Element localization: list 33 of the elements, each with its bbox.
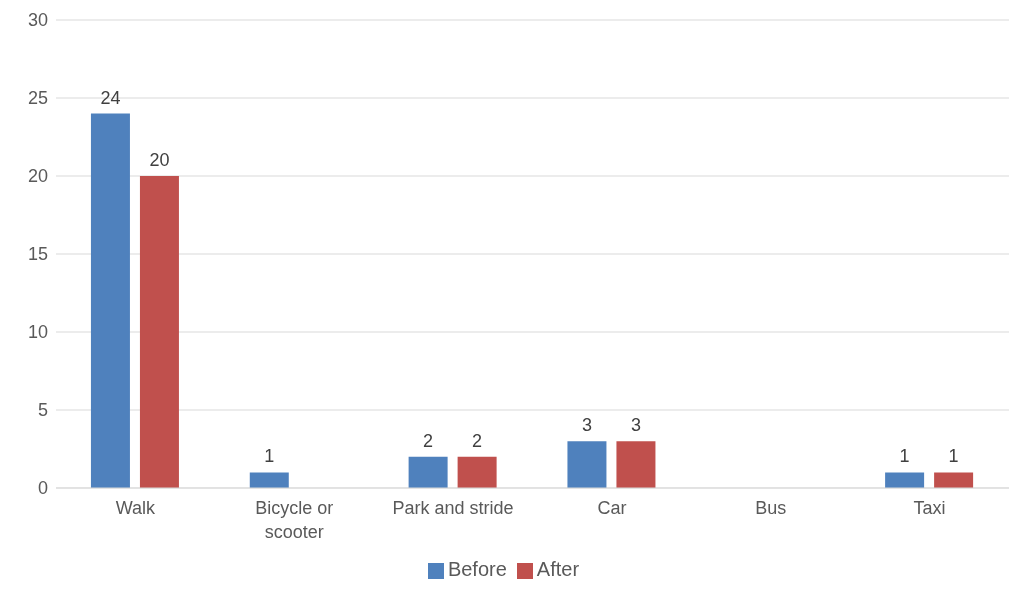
x-tick-label: Bus xyxy=(755,498,787,518)
data-label: 2 xyxy=(472,430,483,451)
x-tick-label: Taxi xyxy=(913,498,946,518)
x-tick-label: Car xyxy=(597,498,627,518)
data-label: 1 xyxy=(264,446,275,467)
bar xyxy=(90,113,130,488)
y-tick-label: 5 xyxy=(37,400,48,421)
y-tick-label: 10 xyxy=(27,322,48,343)
bar xyxy=(934,472,974,488)
data-label: 24 xyxy=(100,87,121,108)
y-tick-label: 15 xyxy=(27,244,48,265)
bar xyxy=(885,472,925,488)
bar xyxy=(408,456,448,488)
y-tick-label: 0 xyxy=(37,478,48,499)
data-label: 2 xyxy=(423,430,434,451)
legend-label: After xyxy=(536,558,580,580)
x-tick-label: Walk xyxy=(115,498,157,518)
bar xyxy=(567,441,607,488)
x-tick-label: Park and stride xyxy=(392,498,514,518)
data-label: 1 xyxy=(899,446,910,467)
y-tick-label: 25 xyxy=(27,88,48,109)
bar xyxy=(457,456,497,488)
data-label: 1 xyxy=(948,446,959,467)
x-tick-label: Bicycle or scooter xyxy=(255,498,334,542)
data-label: 20 xyxy=(149,150,170,170)
data-label: 3 xyxy=(630,415,641,436)
y-tick-label: 20 xyxy=(27,166,48,187)
bar xyxy=(249,472,289,488)
legend-label: Before xyxy=(447,558,507,580)
bar xyxy=(139,176,179,488)
data-label: 3 xyxy=(581,415,592,436)
bar xyxy=(616,441,656,488)
y-tick-label: 30 xyxy=(27,10,48,31)
